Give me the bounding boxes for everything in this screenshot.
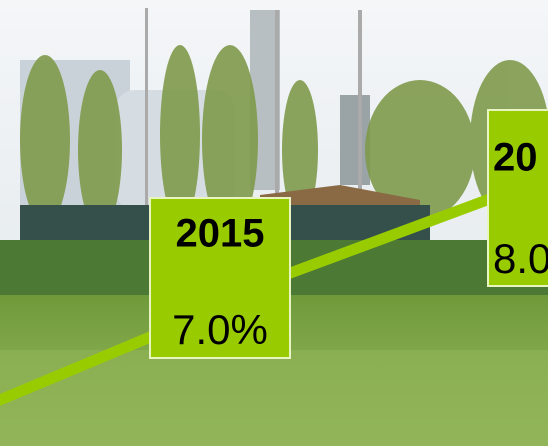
callout-box xyxy=(487,109,548,287)
callout-box xyxy=(149,197,291,359)
callout-value: 8.0 xyxy=(493,235,548,282)
callout: 20 8.0 xyxy=(487,109,548,287)
callout-year: 2015 xyxy=(176,212,265,256)
callout-year: 20 xyxy=(493,136,538,180)
callout-value: 7.0% xyxy=(172,306,268,353)
callout: 2015 7.0% xyxy=(149,197,291,359)
trend-line xyxy=(0,191,497,406)
